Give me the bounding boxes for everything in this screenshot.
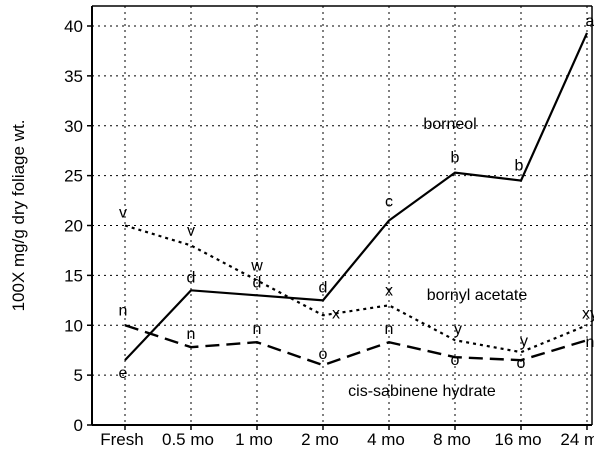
x-tick-label: 4 mo — [367, 430, 405, 449]
y-tick-label: 30 — [64, 117, 83, 136]
x-tick-label: 8 mo — [433, 430, 471, 449]
x-tick-label: Fresh — [100, 430, 143, 449]
significance-letter: o — [319, 346, 328, 363]
significance-letter: b — [515, 158, 524, 175]
series-layer — [124, 32, 589, 367]
significance-letter: y — [520, 333, 528, 350]
significance-letter: e — [119, 365, 128, 382]
y-tick-label: 40 — [64, 17, 83, 36]
significance-letter: y — [454, 321, 462, 338]
y-axis-title: 100X mg/g dry foliage wt. — [9, 120, 28, 312]
significance-letter: n — [385, 321, 394, 338]
x-tick-label: 0.5 mo — [162, 430, 214, 449]
significance-letter: n — [187, 326, 196, 343]
significance-letter: n — [253, 321, 262, 338]
significance-letter: n — [119, 302, 128, 319]
x-tick-label: 16 mo — [494, 430, 541, 449]
y-tick-label: 5 — [74, 366, 83, 385]
y-tick-label: 15 — [64, 266, 83, 285]
significance-letter: d — [187, 269, 196, 286]
significance-letter: o — [451, 352, 460, 369]
significance-letter: d — [253, 274, 262, 291]
series-line-bornyl-acetate — [124, 224, 588, 354]
significance-letter: o — [517, 355, 526, 372]
significance-letter: a — [586, 13, 594, 30]
significance-letter: v — [119, 205, 127, 222]
significance-letter: c — [385, 194, 393, 211]
significance-letter: x — [385, 282, 393, 299]
significance-letter: v — [187, 222, 195, 239]
y-tick-label: 10 — [64, 316, 83, 335]
significance-letter: b — [451, 150, 460, 167]
grid-layer — [92, 6, 592, 425]
significance-letter: x — [332, 305, 340, 322]
axis-layer: 0 5 10 15 20 25 30 35 40 Fresh 0.5 mo 1 mo 2 mo 4 mo 8… — [64, 5, 594, 449]
series-label-borneol: borneol — [423, 116, 476, 133]
series-line-cis-sabinene-hydrate — [124, 324, 588, 367]
significance-letter: d — [319, 279, 328, 296]
series-line-borneol — [124, 32, 589, 361]
x-tick-label: 1 mo — [235, 430, 273, 449]
y-tick-label: 35 — [64, 67, 83, 86]
series-label-bornyl-acetate: bornyl acetate — [427, 287, 528, 304]
series-label-cis-sabinene-hydrate: cis-sabinene hydrate — [348, 383, 496, 400]
significance-letter: xy — [582, 305, 594, 322]
y-tick-label: 0 — [74, 416, 83, 435]
y-tick-label: 25 — [64, 167, 83, 186]
x-tick-label: 2 mo — [301, 430, 339, 449]
y-tick-label: 20 — [64, 217, 83, 236]
significance-letter: w — [250, 257, 263, 274]
x-tick-label: 24 mo — [560, 430, 594, 449]
significance-letter: n — [586, 334, 594, 351]
